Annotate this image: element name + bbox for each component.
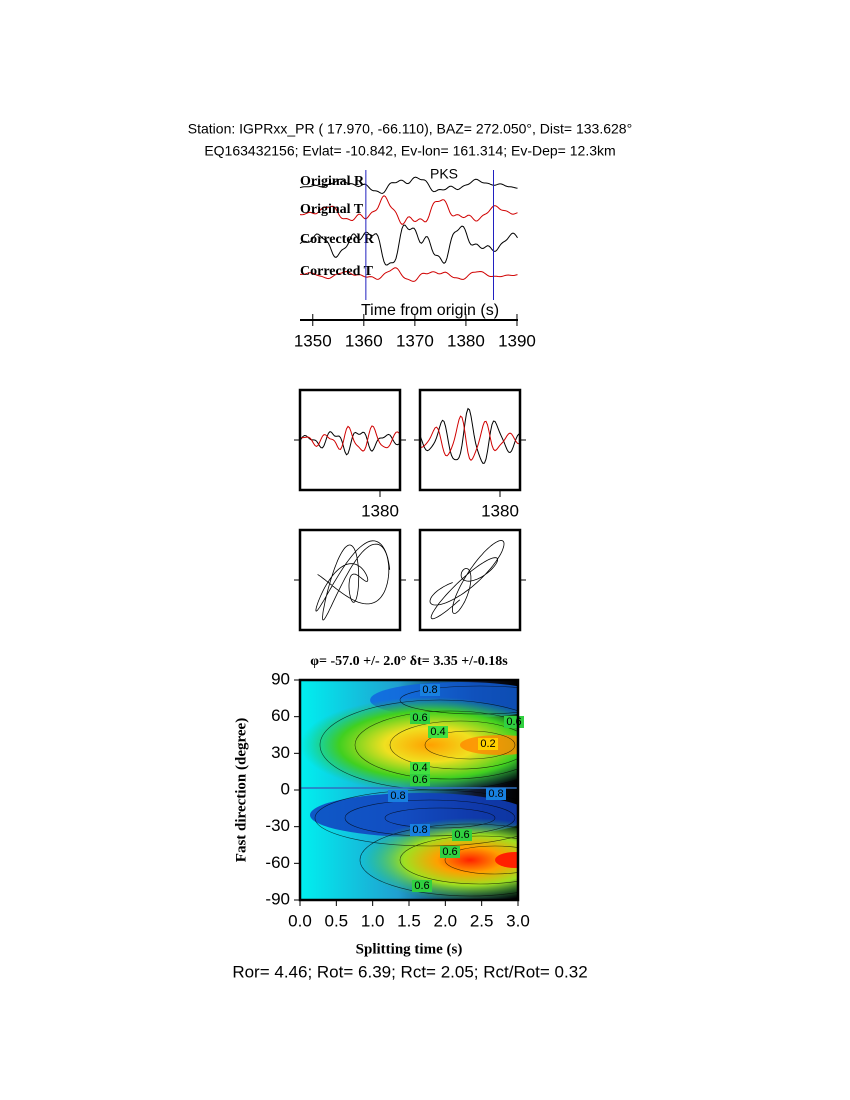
x-tick-label: 0.5 (325, 911, 349, 930)
contour-label: 0.6 (414, 880, 429, 892)
contour-label-box (428, 726, 448, 738)
contour-label: 0.4 (412, 762, 427, 774)
waveform (299, 195, 518, 225)
waveform (299, 430, 400, 456)
waveform (419, 415, 520, 462)
y-tick-label: 60 (271, 706, 290, 725)
contour-label: 0.8 (390, 790, 405, 802)
header-line: Station: IGPRxx_PR ( 17.970, -66.110), B… (188, 121, 632, 137)
x-tick-label: 1390 (498, 331, 536, 350)
contour-label: 0.2 (480, 738, 495, 750)
trace-label: Corrected T (300, 264, 374, 279)
contour-label-box (410, 762, 430, 774)
particle-motion (315, 540, 391, 621)
plot-title: φ= -57.0 +/- 2.0° δt= 3.35 +/-0.18s (310, 654, 508, 669)
waveform (299, 176, 518, 194)
waveform (299, 224, 518, 266)
panel-frame (418, 528, 522, 632)
x-tick-label: 1370 (396, 331, 434, 350)
y-tick-label: -30 (265, 816, 290, 835)
x-axis-label: Splitting time (s) (356, 941, 463, 957)
contour-label: 0.6 (454, 829, 469, 841)
footer: Ror= 4.46; Rot= 6.39; Rct= 2.05; Rct/Rot… (232, 962, 587, 981)
y-tick-label: -60 (265, 853, 290, 872)
contour-label: 0.6 (412, 774, 427, 786)
y-tick-label: 90 (271, 669, 290, 688)
contour-label-box (410, 712, 430, 724)
contour-label-box (388, 790, 408, 802)
y-tick-label: 30 (271, 743, 290, 762)
contour-label-box (410, 774, 430, 786)
contour-label: 0.8 (412, 824, 427, 836)
x-tick-label: 3.0 (506, 911, 530, 930)
trace-label: Original T (300, 202, 364, 217)
waveform (419, 407, 520, 464)
contour-label-box (440, 846, 460, 858)
x-tick-label: 2.0 (434, 911, 458, 930)
contour-label-box (478, 738, 498, 750)
x-tick-label: 1.0 (361, 911, 385, 930)
contour-label: 0.8 (422, 684, 437, 696)
contour-label-box (412, 880, 432, 892)
header-line: EQ163432156; Evlat= -10.842, Ev-lon= 161… (204, 143, 615, 159)
x-tick-label: 2.5 (470, 911, 494, 930)
phase-label: PKS (430, 166, 458, 182)
contour-label: 0.6 (412, 712, 427, 724)
contour-label: 0.8 (488, 788, 503, 800)
x-tick-label: 1360 (345, 331, 383, 350)
x-axis-label: Time from origin (s) (361, 302, 499, 319)
contour-label: 0.6 (506, 716, 521, 728)
contour-label-box (486, 788, 506, 800)
y-tick-label: 0 (281, 779, 290, 798)
waveform (300, 267, 518, 282)
misfit-map (300, 680, 518, 900)
x-tick-label: 0.0 (288, 911, 312, 930)
y-axis-label: Fast direction (degree) (233, 718, 249, 862)
contour-label-box (420, 684, 440, 696)
contour-label: 0.6 (442, 846, 457, 858)
trace-label: Original R (300, 174, 365, 189)
y-tick-label: -90 (265, 889, 290, 908)
trace-label: Corrected R (300, 232, 375, 247)
x-tick-label: 1380 (447, 331, 485, 350)
waveform (299, 425, 400, 452)
x-tick-label: 1350 (294, 331, 332, 350)
x-tick-label: 1380 (481, 501, 519, 520)
contour-label-box (410, 824, 430, 836)
contour-label-box (452, 829, 472, 841)
x-tick-label: 1.5 (397, 911, 421, 930)
panel-frame (418, 388, 522, 492)
contour-label: 0.4 (430, 726, 445, 738)
x-tick-label: 1380 (361, 501, 399, 520)
particle-motion (429, 540, 505, 620)
